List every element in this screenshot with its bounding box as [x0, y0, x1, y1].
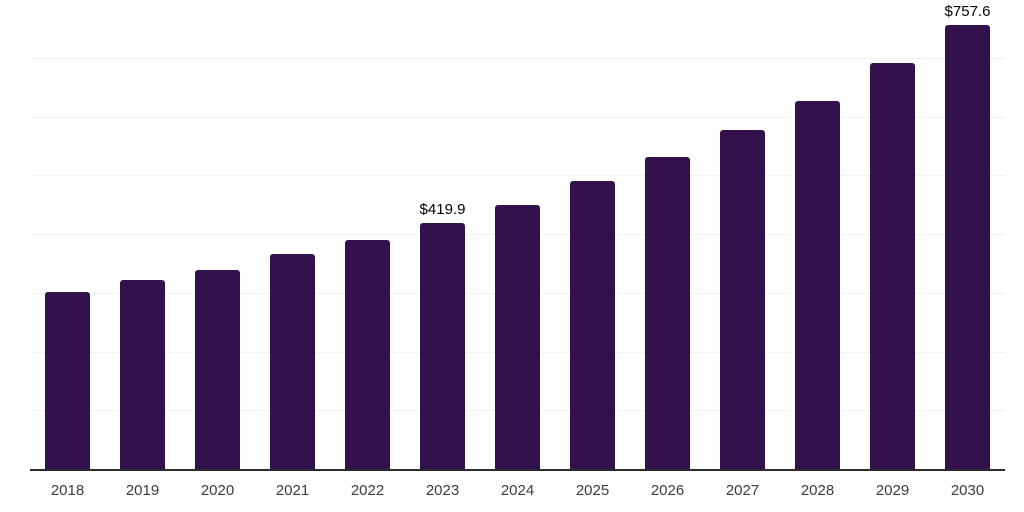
bar-2024: [495, 205, 540, 470]
bar-value-label-2030: $757.6: [944, 2, 991, 20]
x-axis-label-2019: 2019: [125, 482, 160, 499]
bar-2025: [570, 181, 615, 470]
x-axis-line: [30, 469, 1005, 471]
bar-band-2023: $419.9: [405, 0, 480, 470]
bar-value-label-2023: $419.9: [419, 201, 466, 219]
x-axis-label-2025: 2025: [575, 482, 610, 499]
bar-band-2025: [555, 0, 630, 470]
bar-band-2026: [630, 0, 705, 470]
x-axis-label-2026: 2026: [650, 482, 685, 499]
bar-band-2020: [180, 0, 255, 470]
x-axis-label-2022: 2022: [350, 482, 385, 499]
x-axis-label-2028: 2028: [800, 482, 835, 499]
bar-band-2021: [255, 0, 330, 470]
bar-band-2028: [780, 0, 855, 470]
bar-band-2019: [105, 0, 180, 470]
bar-2023: [420, 223, 465, 470]
x-axis-label-2023: 2023: [425, 482, 460, 499]
bar-2028: [795, 100, 840, 470]
x-axis-label-2029: 2029: [875, 482, 910, 499]
x-axis-label-2021: 2021: [275, 482, 310, 499]
bar-2022: [345, 240, 390, 470]
bar-2027: [720, 130, 765, 470]
bar-band-2018: [30, 0, 105, 470]
x-axis-label-2027: 2027: [725, 482, 760, 499]
bar-band-2027: [705, 0, 780, 470]
gridline-600: [30, 116, 1005, 118]
x-axis-label-2018: 2018: [50, 482, 85, 499]
gridline-500: [30, 175, 1005, 177]
x-axis-labels: 2018 2019 2020 2021 2022 2023 2024 2025 2026 2027…: [30, 483, 1005, 498]
bar-band-2022: [330, 0, 405, 470]
bar-2029: [870, 63, 915, 470]
bar-2026: [645, 157, 690, 470]
bar-band-2030: $757.6: [930, 0, 1005, 470]
bar-2021: [270, 254, 315, 470]
x-axis-label-2024: 2024: [500, 482, 535, 499]
x-axis-label-2030: 2030: [950, 482, 985, 499]
bars: $419.9 $757.6: [30, 0, 1005, 470]
bar-2030: [945, 24, 990, 470]
bar-band-2029: [855, 0, 930, 470]
bar-2018: [45, 292, 90, 470]
plot-area: $419.9 $757.6: [30, 0, 1005, 471]
bar-band-2024: [480, 0, 555, 470]
bar-2020: [195, 269, 240, 470]
gridline-700: [30, 57, 1005, 59]
bar-2019: [120, 280, 165, 470]
x-axis-label-2020: 2020: [200, 482, 235, 499]
